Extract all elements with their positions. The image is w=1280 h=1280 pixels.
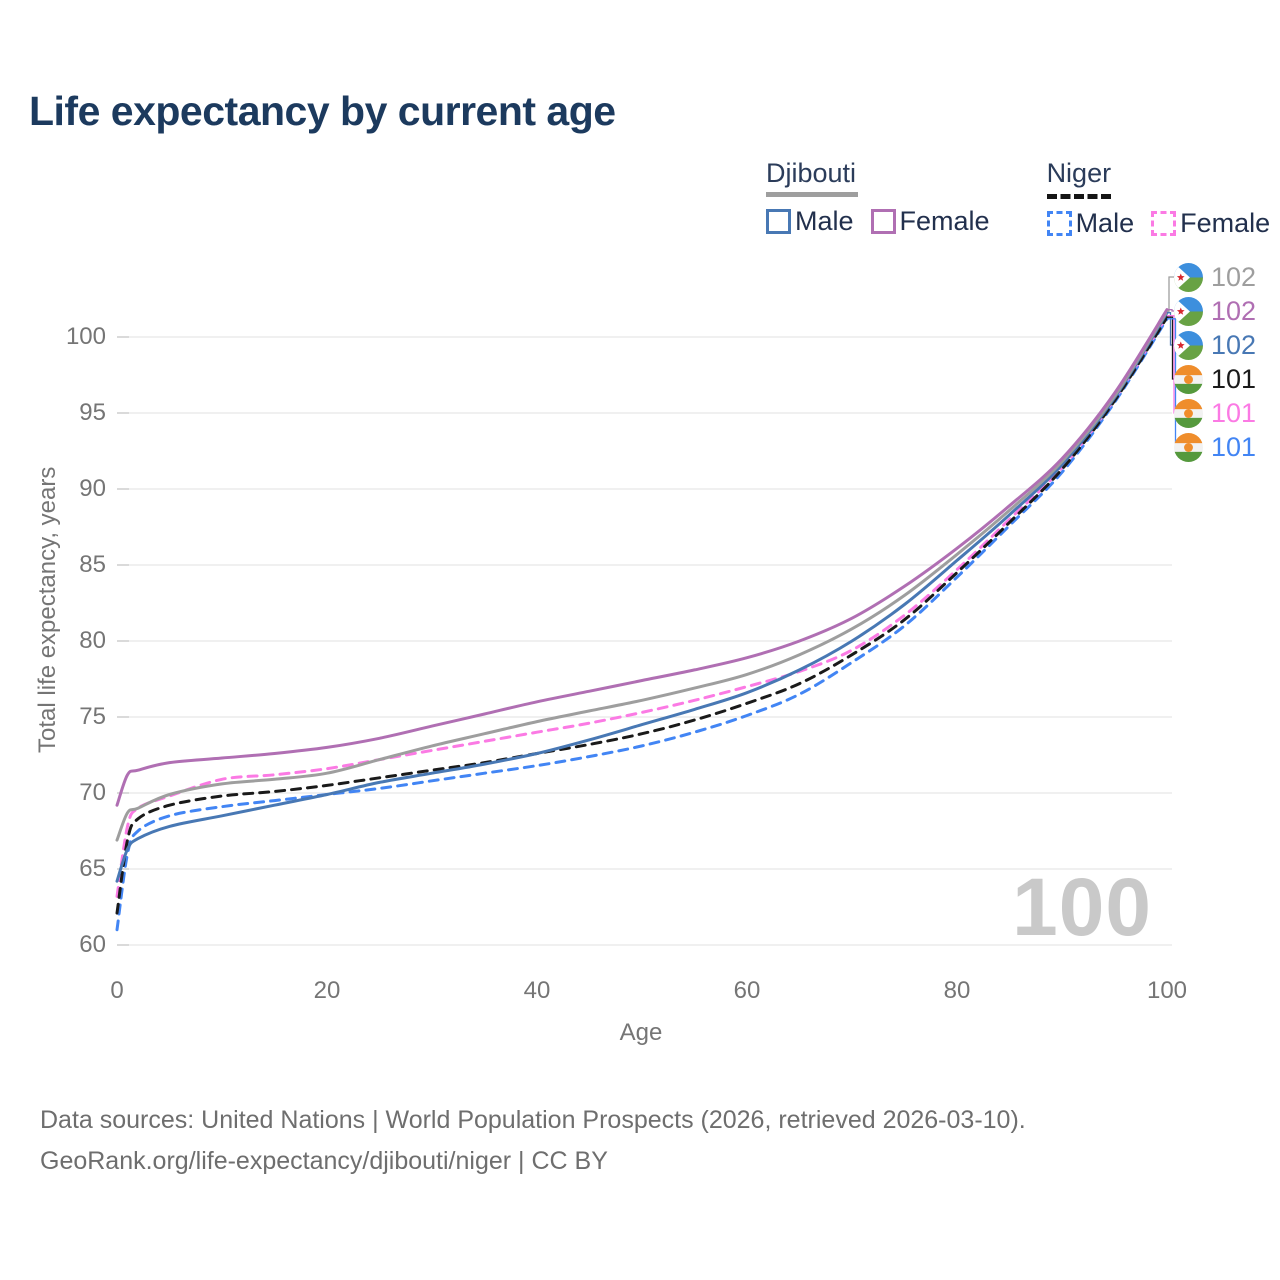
x-tick-label-20: 20 (313, 977, 341, 1004)
legend-country-djibouti[interactable]: Djibouti (766, 158, 857, 188)
end-value-niger-male: 101 (1211, 431, 1257, 462)
end-value-niger-female: 101 (1211, 397, 1257, 428)
end-value-niger-both-sexes: 101 (1211, 363, 1257, 394)
y-tick-label-95: 95 (79, 399, 106, 426)
djibouti-female-label[interactable]: Female (899, 206, 990, 236)
y-tick-label-85: 85 (79, 551, 106, 578)
niger-flag-icon (1174, 398, 1203, 428)
page-title: Life expectancy by current age (29, 88, 616, 134)
end-connector-djibouti-both-sexes (1167, 276, 1176, 312)
niger-flag-icon (1174, 364, 1203, 394)
series-line-niger-male[interactable] (115, 317, 1169, 932)
chart-canvas (115, 276, 1177, 946)
niger-dashed-line-swatch (1046, 194, 1111, 199)
end-label-djibouti-female: 102 (1174, 295, 1256, 327)
y-tick-label-60: 60 (79, 931, 106, 958)
end-label-niger-both-sexes: 101 (1174, 363, 1256, 395)
niger-male-swatch[interactable] (1046, 211, 1072, 236)
plot-area: 60 65 70 75 80 85 90 95 100 0 20 40 60 80 100 Total l… (34, 255, 1280, 1065)
niger-male-label[interactable]: Male (1075, 208, 1135, 238)
niger-female-swatch[interactable] (1151, 211, 1177, 236)
end-value-djibouti-both-sexes: 102 (1211, 261, 1257, 292)
x-tick-label-0: 0 (110, 977, 124, 1004)
end-value-djibouti-female: 102 (1211, 295, 1257, 326)
djibouti-flag-icon (1174, 330, 1203, 360)
series-line-djibouti-male[interactable] (115, 311, 1169, 883)
niger-female-label[interactable]: Female (1180, 208, 1271, 238)
djibouti-flag-icon (1174, 296, 1203, 326)
djibouti-solid-line-swatch (766, 192, 858, 197)
y-tick-label-65: 65 (79, 855, 106, 882)
x-axis-title: Age (619, 1019, 663, 1046)
current-age-watermark: 100 (1012, 862, 1152, 953)
x-tick-label-60: 60 (733, 977, 761, 1004)
y-tick-label-70: 70 (79, 779, 106, 806)
y-tick-label-80: 80 (79, 627, 106, 654)
end-connector-djibouti-male (1167, 312, 1176, 346)
djibouti-female-swatch[interactable] (870, 209, 896, 234)
legend-country-niger[interactable]: Niger (1046, 158, 1112, 188)
series-line-niger-female[interactable] (115, 314, 1169, 898)
footer-data-sources: Data sources: United Nations | World Pop… (40, 1106, 1026, 1134)
end-value-djibouti-male: 102 (1211, 329, 1257, 360)
end-label-djibouti-male: 102 (1174, 329, 1256, 361)
legend-group-niger: Niger Male Female (1046, 158, 1280, 239)
niger-flag-icon (1174, 432, 1203, 462)
x-tick-label-80: 80 (943, 977, 971, 1004)
footer: Data sources: United Nations | World Pop… (40, 1100, 1026, 1182)
end-label-niger-male: 101 (1174, 431, 1256, 463)
legend: Djibouti Male Female Niger Male Female (766, 158, 1280, 239)
end-label-niger-female: 101 (1174, 397, 1256, 429)
series-line-djibouti-both-sexes[interactable] (115, 309, 1169, 842)
series-line-niger-both-sexes[interactable] (115, 315, 1169, 915)
x-tick-label-100: 100 (1146, 977, 1188, 1004)
series-line-djibouti-female[interactable] (115, 308, 1169, 807)
djibouti-male-swatch[interactable] (766, 209, 791, 234)
y-axis-title: Total life expectancy, years (34, 466, 61, 754)
djibouti-flag-icon (1174, 262, 1203, 292)
djibouti-male-label[interactable]: Male (795, 206, 854, 236)
footer-attribution: GeoRank.org/life-expectancy/djibouti/nig… (40, 1147, 608, 1175)
x-tick-label-40: 40 (523, 977, 551, 1004)
y-tick-label-100: 100 (65, 323, 106, 350)
end-label-djibouti-both-sexes: 102 (1174, 261, 1256, 293)
legend-group-djibouti: Djibouti Male Female (766, 158, 1007, 239)
y-tick-label-90: 90 (79, 475, 106, 502)
y-tick-label-75: 75 (79, 703, 106, 730)
